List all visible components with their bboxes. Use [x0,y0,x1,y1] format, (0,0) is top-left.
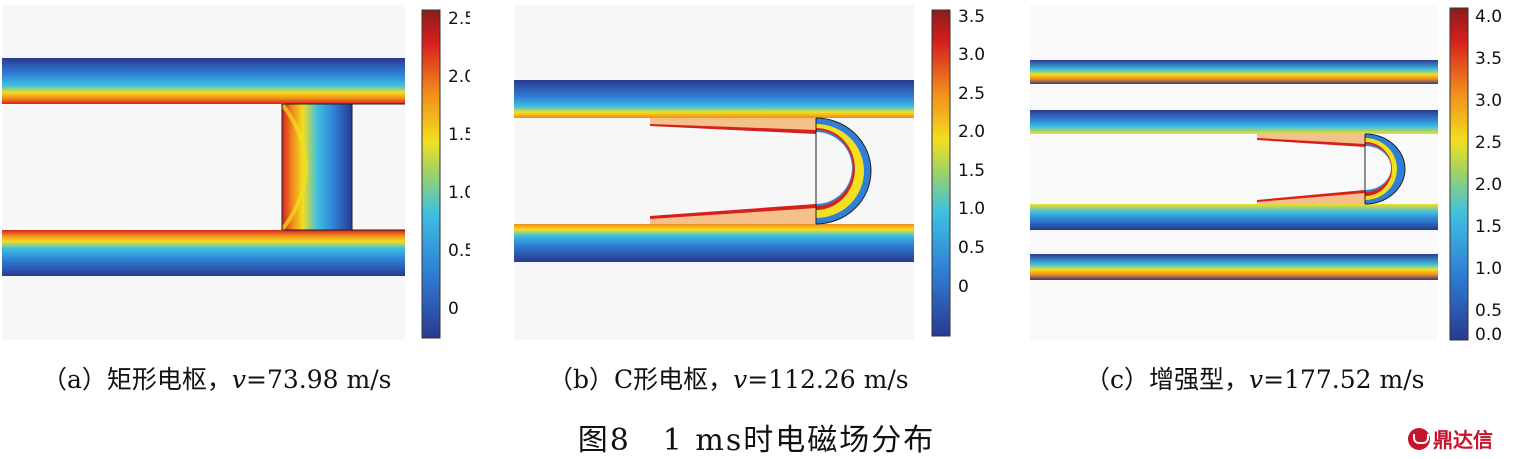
top-rail [514,80,914,118]
svg-text:3.0: 3.0 [1475,91,1502,111]
svg-text:2.5: 2.5 [448,9,470,29]
outer-top-rail [1030,60,1438,84]
colorbar-ticks: 2.5 2.0 1.5 1.0 0.5 0 [448,9,470,319]
panel-a: 2.5 2.0 1.5 1.0 0.5 0 [0,0,470,350]
svg-text:2.0: 2.0 [958,122,985,142]
bottom-rail [514,224,914,262]
field-plot-a: 2.5 2.0 1.5 1.0 0.5 0 [2,5,470,340]
colorbar-ticks: 3.5 3.0 2.5 2.0 1.5 1.0 0.5 0 [958,7,985,297]
svg-text:2.5: 2.5 [1475,133,1502,153]
top-rail [2,58,405,104]
caption-b: （b）C形电枢，v=112.26 m/s [548,365,909,394]
colorbar-ticks: 4.0 3.5 3.0 2.5 2.0 1.5 1.0 0.5 0.0 [1475,7,1502,345]
svg-text:3.0: 3.0 [958,45,985,65]
logo-icon [1408,427,1430,450]
panel-c: 4.0 3.5 3.0 2.5 2.0 1.5 1.0 0.5 0.0 [1025,0,1513,350]
svg-text:2.0: 2.0 [1475,175,1502,195]
svg-text:1.5: 1.5 [1475,217,1502,237]
svg-text:2.5: 2.5 [958,84,985,104]
svg-text:0.5: 0.5 [958,238,985,258]
watermark-logo: 鼎达信 [1408,424,1493,453]
colorbar [421,9,441,339]
colorbar [1449,7,1469,341]
panel-b: 3.5 3.0 2.5 2.0 1.5 1.0 0.5 0 [510,0,1010,350]
svg-text:0.0: 0.0 [1475,325,1502,345]
svg-text:0: 0 [448,299,459,319]
armature [650,117,872,225]
svg-text:0.5: 0.5 [1475,301,1502,321]
svg-text:1.0: 1.0 [1475,259,1502,279]
svg-text:1.5: 1.5 [448,125,470,145]
outer-bottom-rail [1030,254,1438,280]
svg-text:4.0: 4.0 [1475,7,1502,27]
svg-text:3.5: 3.5 [958,7,985,27]
svg-text:1.5: 1.5 [958,161,985,181]
svg-text:2.0: 2.0 [448,67,470,87]
svg-text:1.0: 1.0 [448,183,470,203]
inner-bottom-rail [1030,204,1438,230]
colorbar [931,9,951,337]
armature [1257,133,1406,205]
field-plot-b: 3.5 3.0 2.5 2.0 1.5 1.0 0.5 0 [514,5,985,340]
bottom-rail [2,230,405,276]
svg-text:0.5: 0.5 [448,241,470,261]
caption-c: （c）增强型，v=177.52 m/s [1085,365,1425,394]
svg-text:3.5: 3.5 [1475,49,1502,69]
caption-a: （a）矩形电枢，v=73.98 m/s [42,365,392,394]
figure-title: 图8 1 ms时电磁场分布 [577,423,936,458]
watermark-text: 鼎达信 [1433,428,1493,452]
svg-text:0: 0 [958,277,969,297]
field-plot-c: 4.0 3.5 3.0 2.5 2.0 1.5 1.0 0.5 0.0 [1030,5,1502,345]
svg-text:1.0: 1.0 [958,199,985,219]
inner-top-rail [1030,110,1438,134]
